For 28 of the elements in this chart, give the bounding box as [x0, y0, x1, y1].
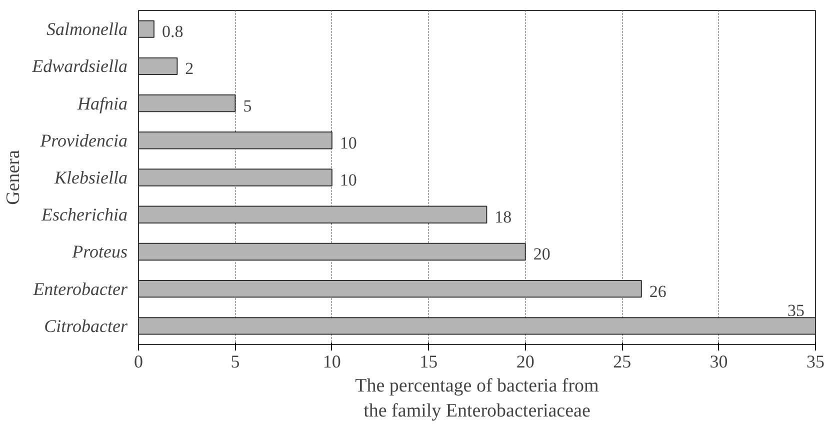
y-tick-label: Klebsiella [54, 168, 128, 188]
y-tick-label: Edwardsiella [31, 56, 128, 76]
data-label: 18 [494, 208, 512, 227]
x-tick-label: 35 [806, 352, 824, 372]
y-axis-title: Genera [3, 150, 24, 205]
data-label: 10 [340, 170, 357, 190]
y-tick-label: Hafnia [76, 93, 128, 114]
x-tick-label: 15 [420, 352, 438, 372]
x-tick-label: 5 [230, 352, 240, 372]
x-tick-label: 10 [322, 352, 341, 372]
y-tick-label: Citrobacter [44, 316, 128, 336]
data-label: 10 [340, 133, 357, 152]
y-tick-label: Providencia [39, 130, 128, 150]
x-axis-title: The percentage of bacteria from the family Enterobacteriaceae [355, 376, 600, 422]
y-tick-label: Proteus [71, 242, 128, 262]
x-tick-label: 30 [710, 352, 728, 372]
data-label: 5 [243, 96, 252, 116]
x-tick-label: 20 [516, 352, 534, 372]
x-tick-label: 25 [613, 352, 632, 372]
y-tick-label: Escherichia [40, 204, 128, 225]
x-tick-label: 0 [134, 352, 143, 372]
data-label: 20 [533, 244, 550, 264]
y-tick-label: Enterobacter [32, 278, 128, 299]
data-label: 35 [788, 300, 804, 320]
data-label: 26 [649, 282, 666, 301]
data-label: 2 [185, 59, 194, 78]
y-tick-label: Salmonella [46, 19, 128, 40]
data-label: 0.8 [162, 22, 184, 42]
